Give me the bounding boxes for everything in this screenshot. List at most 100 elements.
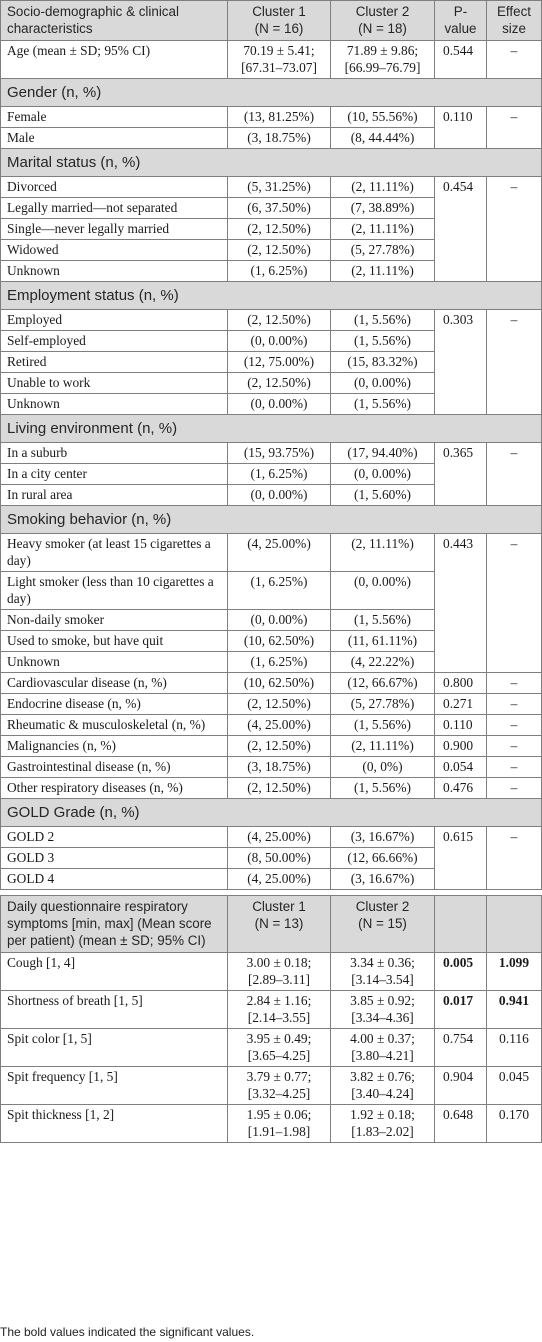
header-cluster-2: Cluster 2 (N = 18) [330,0,435,41]
cluster-1-label: Cluster 1 [252,899,306,914]
cluster-2-value: (17, 94.40%) [330,442,435,464]
table-row: Legally married—not separated (6, 37.50%)… [0,197,542,219]
row-label: Self-employed [0,330,228,352]
cluster-2-n: (N = 15) [358,916,407,931]
table-row: Cough [1, 4] 3.00 ± 0.18; [2.89–3.11] 3.34… [0,952,542,991]
table-row: Heavy smoker (at least 15 cigarettes a d… [0,533,542,673]
p-value: 0.476 [434,777,487,799]
p-value: 0.054 [434,756,487,778]
cluster-1-value: (4, 25.00%) [227,868,331,890]
cluster-1-value: 3.79 ± 0.77; [3.32–4.25] [227,1066,331,1105]
cluster-2-value: (5, 27.78%) [330,239,435,261]
p-value: 0.005 [434,952,487,991]
cluster-1-value: (4, 25.00%) [227,714,331,736]
section-title: GOLD Grade (n, %) [0,798,542,827]
row-label: Malignancies (n, %) [0,735,228,757]
row-label: Used to smoke, but have quit [0,630,228,652]
section-header-row: Gender (n, %) [0,78,542,107]
header-cluster-1: Cluster 1 (N = 16) [227,0,331,41]
row-label: Shortness of breath [1, 5] [0,990,228,1029]
effect-size: 0.116 [486,1028,542,1067]
row-label: Spit color [1, 5] [0,1028,228,1067]
row-label: Retired [0,351,228,373]
table-row: Unknown (1, 6.25%) (4, 22.22%) [0,651,542,673]
table-header-row: Socio-demographic & clinical characteris… [0,0,542,41]
row-label: Employed [0,309,228,331]
section-title: Employment status (n, %) [0,281,542,310]
p-value: 0.754 [434,1028,487,1067]
cluster-1-value: (13, 81.25%) [227,106,331,128]
cluster-2-value: (1, 5.56%) [330,609,435,631]
table-row: Other respiratory diseases (n, %) (2, 12.… [0,777,542,799]
cluster-1-value: (1, 6.25%) [227,571,331,610]
row-label: Unknown [0,260,228,282]
table-row: Light smoker (less than 10 cigarettes a … [0,571,542,610]
table-row: Age (mean ± SD; 95% CI) 70.19 ± 5.41; [67… [0,40,542,79]
p-value: 0.365 [434,442,487,506]
cluster-1-value: (0, 0.00%) [227,609,331,631]
row-label: Unknown [0,393,228,415]
section-header-row: Employment status (n, %) [0,281,542,310]
table-row: Unable to work (2, 12.50%) (0, 0.00%) [0,372,542,394]
cluster-1-value: (12, 75.00%) [227,351,331,373]
table-row: Spit frequency [1, 5] 3.79 ± 0.77; [3.32–… [0,1066,542,1105]
effect-size: – [486,756,542,778]
cluster-2-value: 4.00 ± 0.37; [3.80–4.21] [330,1028,435,1067]
cluster-2-value: (1, 5.56%) [330,330,435,352]
cluster-2-value: (2, 11.11%) [330,533,435,572]
cluster-2-value: (4, 22.22%) [330,651,435,673]
table-row: Divorced (5, 31.25%) (2, 11.11%) 0.454– [0,176,542,282]
table-row: Non-daily smoker (0, 0.00%) (1, 5.56%) [0,609,542,631]
effect-size: – [486,309,542,415]
header-cluster-1-label: Cluster 1 [252,4,306,19]
row-label: In a city center [0,463,228,485]
effect-size: 0.941 [486,990,542,1029]
row-label: Heavy smoker (at least 15 cigarettes a d… [0,533,228,572]
cluster-2-value: (2, 11.11%) [330,218,435,240]
row-label: Light smoker (less than 10 cigarettes a … [0,571,228,610]
section-header-row: GOLD Grade (n, %) [0,798,542,827]
cluster-1-value: (1, 6.25%) [227,463,331,485]
symptoms-header-cluster-2: Cluster 2 (N = 15) [330,895,435,953]
symptoms-header-label: Daily questionnaire respiratory symptoms… [0,895,228,953]
effect-size: – [486,777,542,799]
cluster-2-value: 3.34 ± 0.36; [3.14–3.54] [330,952,435,991]
row-label: Other respiratory diseases (n, %) [0,777,228,799]
table-row: Retired (12, 75.00%) (15, 83.32%) [0,351,542,373]
cluster-1-value: (2, 12.50%) [227,309,331,331]
effect-size: – [486,735,542,757]
effect-size: – [486,533,542,673]
p-value: 0.900 [434,735,487,757]
header-characteristics: Socio-demographic & clinical characteris… [0,0,228,41]
table-row: Shortness of breath [1, 5] 2.84 ± 1.16; [… [0,990,542,1029]
cluster-1-value: (2, 12.50%) [227,372,331,394]
section-title: Smoking behavior (n, %) [0,505,542,534]
p-value: 0.904 [434,1066,487,1105]
row-label: Non-daily smoker [0,609,228,631]
p-value: 0.544 [434,40,487,79]
cluster-2-value: (12, 66.66%) [330,847,435,869]
cluster-1-value: (3, 18.75%) [227,756,331,778]
p-value: 0.648 [434,1104,487,1143]
cluster-2-value: (1, 5.56%) [330,714,435,736]
section-title: Living environment (n, %) [0,414,542,443]
p-value: 0.110 [434,106,487,149]
table-row: Cardiovascular disease (n, %) (10, 62.50%… [0,672,542,694]
row-label: In rural area [0,484,228,506]
p-value: 0.443 [434,533,487,673]
table-row: Employed (2, 12.50%) (1, 5.56%) 0.303– [0,309,542,415]
table-row: Used to smoke, but have quit (10, 62.50%)… [0,630,542,652]
p-value: 0.800 [434,672,487,694]
row-label: Endocrine disease (n, %) [0,693,228,715]
row-label: Cough [1, 4] [0,952,228,991]
row-label: In a suburb [0,442,228,464]
p-value: 0.615 [434,826,487,890]
p-value: 0.110 [434,714,487,736]
header-p-value: P-value [434,0,487,41]
section-header-row: Smoking behavior (n, %) [0,505,542,534]
cluster-1-value: 3.00 ± 0.18; [2.89–3.11] [227,952,331,991]
cluster-1-value: (10, 62.50%) [227,672,331,694]
row-label: Spit frequency [1, 5] [0,1066,228,1105]
cluster-2-value: (1, 5.56%) [330,777,435,799]
row-label: Age (mean ± SD; 95% CI) [0,40,228,79]
